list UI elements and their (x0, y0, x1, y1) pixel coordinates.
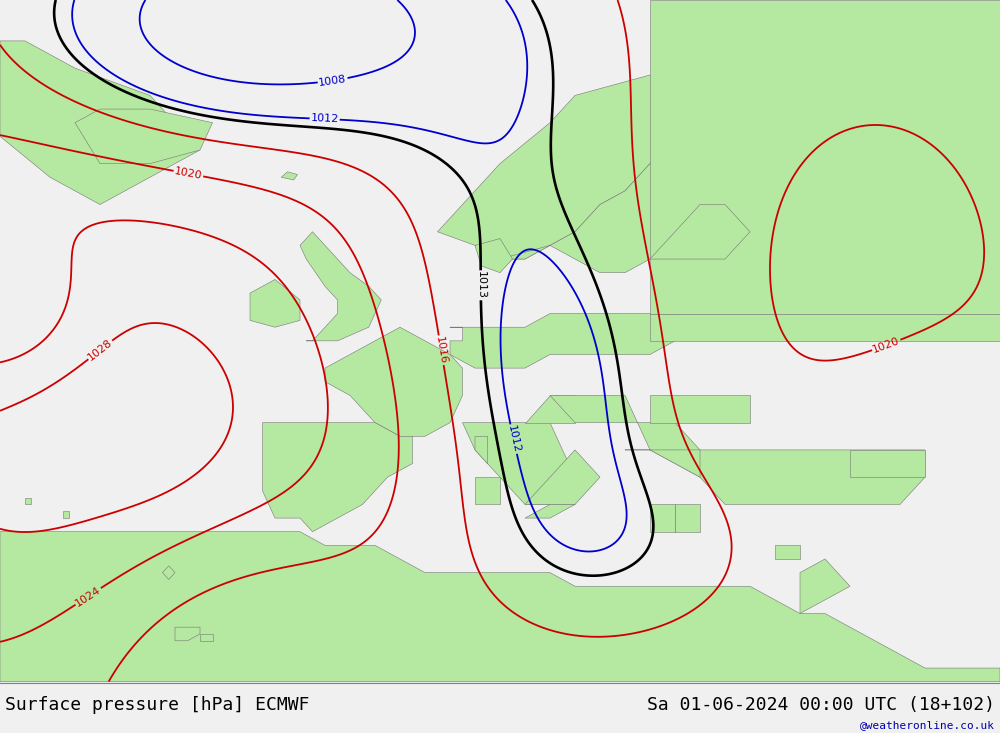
Text: 1020: 1020 (871, 336, 901, 355)
Text: @weatheronline.co.uk: @weatheronline.co.uk (860, 721, 995, 730)
Text: 1012: 1012 (310, 114, 339, 125)
Text: 1028: 1028 (86, 337, 114, 363)
Text: 1024: 1024 (74, 584, 103, 608)
Text: Sa 01-06-2024 00:00 UTC (18+102): Sa 01-06-2024 00:00 UTC (18+102) (647, 696, 995, 714)
Text: 1016: 1016 (434, 336, 448, 365)
Text: 1020: 1020 (174, 166, 203, 181)
Text: 1012: 1012 (506, 424, 521, 454)
Text: 1008: 1008 (318, 73, 347, 87)
Text: 1013: 1013 (476, 271, 486, 299)
Text: Surface pressure [hPa] ECMWF: Surface pressure [hPa] ECMWF (5, 696, 310, 714)
